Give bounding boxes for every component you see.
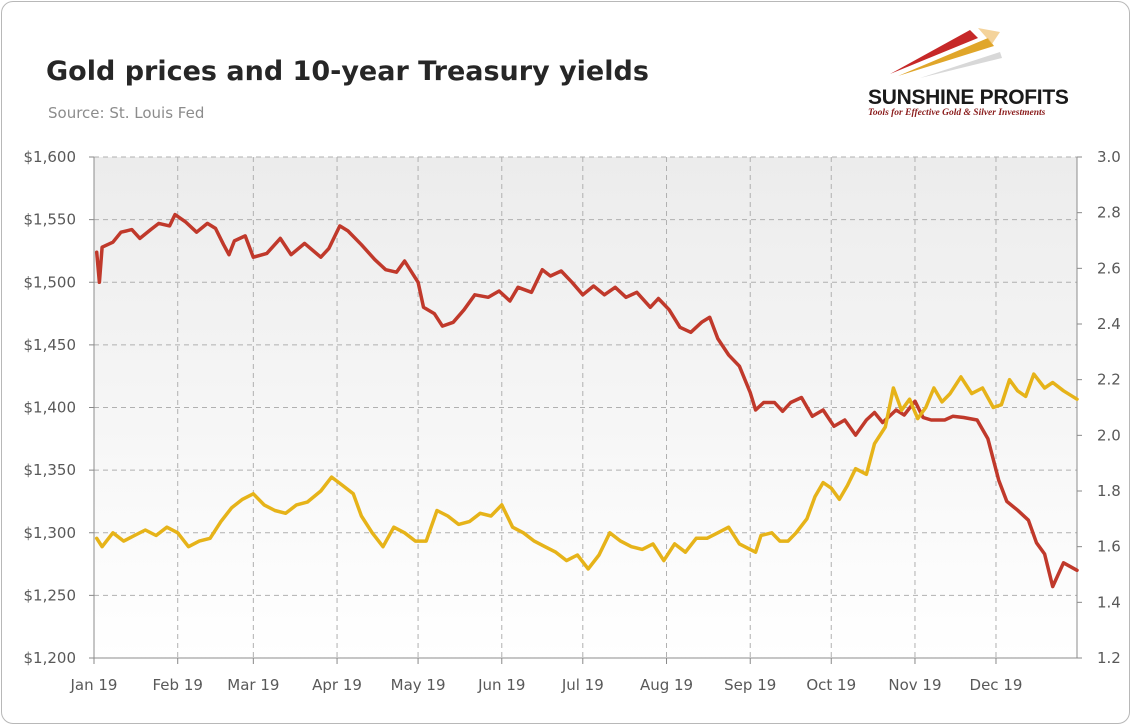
series-line-2 <box>94 372 1079 571</box>
y-right-tick-label: 1.8 <box>1097 482 1121 500</box>
tick-labels: $1,200 $1,250 $1,300 $1,350 $1,400 $1,450 $1,5… <box>24 148 1121 694</box>
y-right-tick-label: 2.0 <box>1097 426 1121 444</box>
x-tick-label: May 19 <box>391 676 446 694</box>
logo-sunburst-icon <box>890 28 1002 78</box>
y-right-tick-label: 1.6 <box>1097 538 1121 556</box>
x-tick-label: Apr 19 <box>312 676 362 694</box>
y-left-tick-label: $1,350 <box>24 461 77 479</box>
x-tick-label: Sep 19 <box>724 676 776 694</box>
y-right-tick-label: 3.0 <box>1097 148 1121 166</box>
chart-title: Gold prices and 10-year Treasury yields <box>46 56 649 87</box>
axes <box>89 156 1082 664</box>
y-right-tick-label: 1.4 <box>1097 593 1121 611</box>
y-left-tick-label: $1,500 <box>24 273 77 291</box>
x-tick-label: Dec 19 <box>970 676 1023 694</box>
y-left-tick-label: $1,400 <box>24 399 77 417</box>
y-right-tick-label: 2.6 <box>1097 259 1121 277</box>
y-left-tick-label: $1,550 <box>24 211 77 229</box>
gridlines <box>94 156 1077 658</box>
y-left-tick-label: $1,250 <box>24 586 77 604</box>
y-left-tick-label: $1,450 <box>24 336 77 354</box>
x-tick-label: Jan 19 <box>70 676 118 694</box>
y-right-tick-label: 2.2 <box>1097 371 1121 389</box>
logo-tagline: Tools for Effective Gold & Silver Invest… <box>868 108 1046 118</box>
y-right-tick-label: 1.2 <box>1097 649 1121 667</box>
y-left-tick-label: $1,300 <box>24 524 77 542</box>
x-tick-label: Feb 19 <box>153 676 203 694</box>
y-right-tick-label: 2.4 <box>1097 315 1121 333</box>
x-tick-label: Jun 19 <box>477 676 525 694</box>
x-tick-label: Mar 19 <box>227 676 279 694</box>
y-right-tick-label: 2.8 <box>1097 204 1121 222</box>
logo-name: SUNSHINE PROFITS <box>868 86 1069 109</box>
chart-subtitle: Source: St. Louis Fed <box>48 104 205 122</box>
y-left-tick-label: $1,200 <box>24 649 77 667</box>
y-left-tick-label: $1,600 <box>24 148 77 166</box>
x-tick-label: Jul 19 <box>561 676 604 694</box>
x-tick-label: Aug 19 <box>640 676 693 694</box>
x-tick-label: Oct 19 <box>806 676 856 694</box>
series-layer <box>94 212 1079 589</box>
sunshine-profits-logo: SUNSHINE PROFITS Tools for Effective Gol… <box>860 24 1100 124</box>
x-tick-label: Nov 19 <box>888 676 941 694</box>
